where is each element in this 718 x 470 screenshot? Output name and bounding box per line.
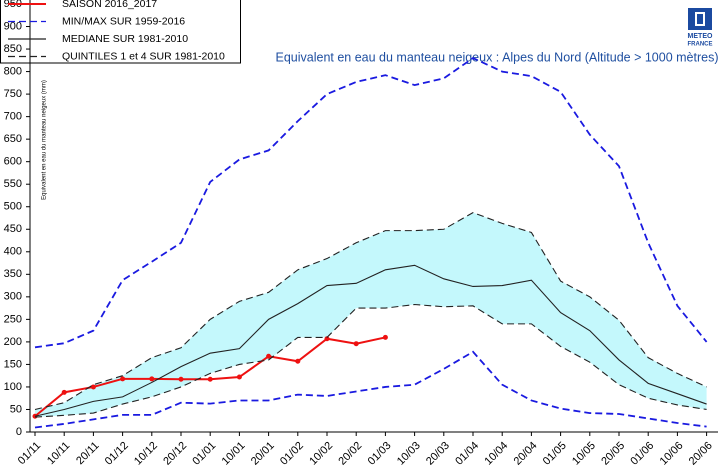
y-tick-label: 150 <box>4 358 22 370</box>
x-tick-label: 01/01 <box>190 440 218 468</box>
x-tick-label: 01/05 <box>541 440 569 468</box>
logo-icon <box>688 8 712 30</box>
data-point <box>120 376 126 382</box>
x-tick-label: 20/11 <box>74 440 101 467</box>
series-line <box>34 211 707 411</box>
y-tick-label: 700 <box>4 111 22 123</box>
series-line <box>34 264 707 417</box>
logo-text: FRANCE <box>688 42 713 48</box>
y-tick-label: 350 <box>4 268 22 280</box>
y-tick-label: 0 <box>16 426 22 438</box>
series-line <box>34 350 707 429</box>
y-tick-label: 250 <box>4 313 22 325</box>
x-tick-label: 01/06 <box>628 440 656 468</box>
data-point <box>295 358 301 364</box>
y-tick-label: 50 <box>10 403 22 415</box>
x-tick-label: 01/03 <box>366 440 394 468</box>
x-tick-label: 20/12 <box>161 440 189 468</box>
data-point <box>236 374 242 380</box>
x-tick-label: 20/01 <box>249 440 277 468</box>
chart-title: Equivalent en eau du manteau neigeux : A… <box>276 50 718 64</box>
data-point <box>149 376 155 382</box>
legend-label: QUINTILES 1 et 4 SUR 1981-2010 <box>62 50 225 62</box>
data-point <box>207 376 213 382</box>
y-tick-label: 600 <box>4 156 22 168</box>
x-tick-label: 01/11 <box>16 440 43 467</box>
y-tick-label: 400 <box>4 246 22 258</box>
y-tick-label: 650 <box>4 133 22 145</box>
x-tick-label: 10/03 <box>395 440 423 468</box>
x-tick-label: 20/06 <box>687 440 715 468</box>
logo-glyph <box>695 12 705 26</box>
x-tick-label: 10/06 <box>658 440 686 468</box>
y-tick-label: 500 <box>4 201 22 213</box>
data-point <box>324 336 330 342</box>
data-point <box>90 384 96 390</box>
x-tick-label: 10/05 <box>570 440 598 468</box>
y-tick-label: 850 <box>4 43 22 55</box>
quintile-band <box>35 212 707 418</box>
logo-text: METEO <box>688 33 713 40</box>
x-tick-label: 20/05 <box>599 440 627 468</box>
x-tick-label: 10/01 <box>220 440 248 468</box>
y-axis-label: Equivalent en eau du manteau neigeux (mm… <box>42 80 48 200</box>
x-tick-label: 01/12 <box>103 440 131 468</box>
y-tick-label: 200 <box>4 336 22 348</box>
legend-label: SAISON 2016_2017 <box>62 0 157 10</box>
data-point <box>266 353 272 359</box>
x-tick-label: 01/02 <box>278 440 306 468</box>
y-tick-label: 450 <box>4 223 22 235</box>
x-tick-label: 10/12 <box>132 440 160 468</box>
y-tick-label: 800 <box>4 65 22 77</box>
series-line <box>34 303 707 418</box>
legend-label: MIN/MAX SUR 1959-2016 <box>62 15 185 27</box>
legend-box <box>0 0 241 64</box>
x-tick-label: 20/03 <box>424 440 452 468</box>
data-point <box>382 334 388 340</box>
y-tick-label: 550 <box>4 178 22 190</box>
x-tick-label: 20/04 <box>512 440 540 468</box>
y-tick-label: 100 <box>4 381 22 393</box>
data-point <box>178 376 184 382</box>
y-tick-label: 750 <box>4 88 22 100</box>
y-tick-label: 300 <box>4 291 22 303</box>
x-tick-label: 20/02 <box>336 440 364 468</box>
data-point <box>61 389 67 395</box>
data-point <box>353 341 359 347</box>
x-tick-label: 10/11 <box>45 440 72 467</box>
legend-label: MEDIANE SUR 1981-2010 <box>62 33 188 45</box>
x-tick-label: 10/04 <box>482 440 510 468</box>
y-tick-label: 900 <box>4 20 22 32</box>
x-tick-label: 10/02 <box>307 440 335 468</box>
series-line <box>34 57 708 349</box>
x-tick-label: 01/04 <box>453 440 481 468</box>
